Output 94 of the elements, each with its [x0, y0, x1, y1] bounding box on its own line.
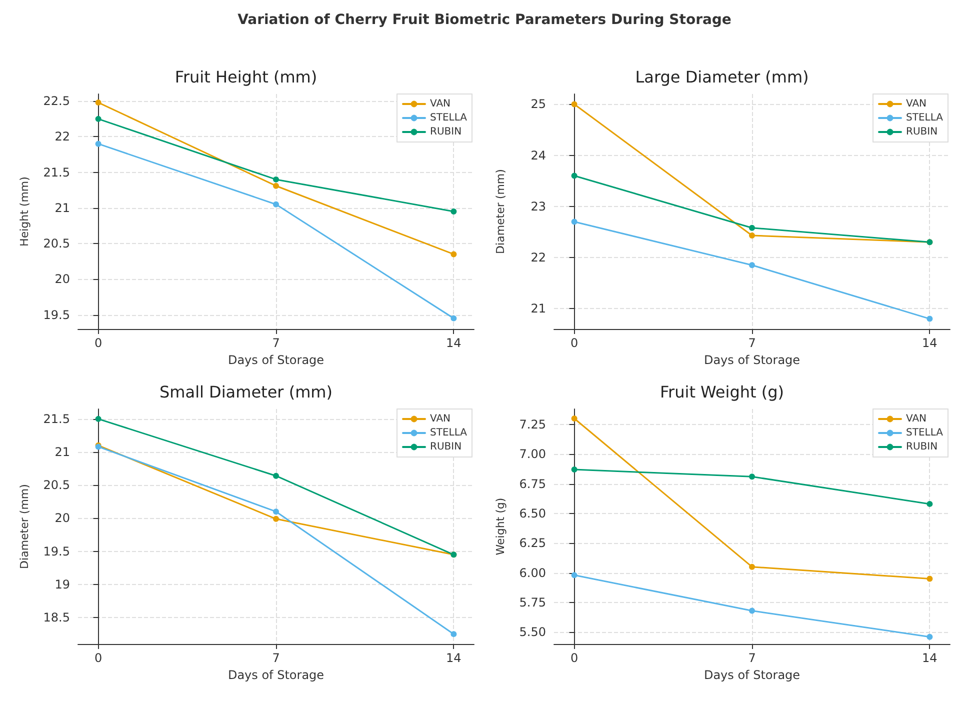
y-axis-title: Weight (g): [494, 498, 507, 556]
y-tick-label: 22.5: [43, 94, 70, 108]
y-tick-label: 19.5: [43, 308, 70, 322]
x-tick-label: 14: [446, 336, 462, 350]
x-tick-label: 7: [748, 336, 756, 350]
legend-label: STELLA: [906, 112, 944, 124]
point: [926, 576, 933, 582]
point: [95, 100, 102, 106]
point: [95, 140, 102, 147]
y-tick-label: 7.25: [519, 417, 546, 432]
x-tick-label: 7: [272, 651, 280, 665]
point: [273, 176, 279, 182]
point: [571, 172, 578, 179]
y-tick-label: 20: [54, 511, 70, 526]
point: [749, 224, 755, 231]
x-tick-label: 14: [922, 651, 938, 665]
legend-label: VAN: [430, 414, 451, 424]
point: [749, 262, 755, 268]
x-tick-label: 0: [570, 651, 578, 665]
point: [926, 316, 933, 322]
legend-label: VAN: [430, 98, 451, 110]
y-tick-label: 21.5: [43, 165, 70, 180]
text: Variation of Cherry Fruit Biometric Parameters During Storage: [236, 11, 732, 30]
y-tick-label: 23: [530, 199, 546, 214]
y-tick-label: 5.50: [519, 625, 546, 640]
point: [571, 101, 578, 108]
x-tick-label: 0: [570, 336, 578, 350]
point: [450, 315, 457, 322]
point: [749, 608, 755, 614]
y-tick-label: 5.75: [519, 595, 546, 610]
point: [749, 232, 755, 239]
legend-label: STELLA: [430, 428, 468, 438]
x-axis-title: Days of Storage: [228, 352, 324, 367]
point: [450, 631, 457, 638]
point: [273, 516, 279, 522]
point: [749, 564, 755, 570]
y-axis-title: Diameter (mm): [494, 169, 507, 254]
y-tick-label: 19: [54, 577, 70, 592]
legend-label: RUBIN: [430, 126, 462, 138]
point: [571, 572, 578, 578]
y-tick-label: 21: [54, 200, 70, 215]
y-tick-label: 7.00: [519, 447, 546, 462]
legend-label: RUBIN: [906, 442, 938, 452]
legend-label: RUBIN: [430, 442, 462, 452]
point: [926, 500, 933, 507]
y-tick-label: 20.5: [43, 236, 70, 251]
y-tick-label: 20: [54, 272, 70, 286]
x-tick-label: 0: [94, 336, 102, 350]
y-axis-title: Diameter (mm): [18, 484, 31, 569]
x-axis-title: Days of Storage: [704, 352, 800, 367]
point: [95, 116, 102, 122]
x-tick-label: 14: [446, 651, 462, 665]
x-tick-label: 0: [94, 651, 102, 665]
point: [273, 201, 279, 208]
legend-label: VAN: [906, 414, 927, 424]
y-tick-label: 25: [530, 97, 546, 112]
legend-label: STELLA: [430, 112, 468, 124]
x-tick-label: 14: [922, 336, 938, 350]
chart-title: Large Diameter (mm): [635, 68, 809, 86]
point: [95, 416, 102, 422]
x-tick-label: 7: [272, 336, 280, 350]
legend-label: STELLA: [906, 428, 944, 438]
y-tick-label: 21.5: [43, 412, 70, 426]
y-tick-label: 6.75: [519, 476, 546, 491]
chart-title: Fruit Weight (g): [660, 382, 784, 402]
point: [571, 415, 578, 422]
y-axis-title: Height (mm): [18, 176, 31, 246]
y-tick-label: 18.5: [43, 610, 70, 625]
y-tick-label: 6.00: [519, 566, 546, 580]
y-tick-label: 6.25: [519, 536, 546, 550]
y-tick-label: 20.5: [43, 478, 70, 492]
legend-label: VAN: [906, 98, 927, 110]
point: [273, 182, 279, 189]
y-tick-label: 22: [530, 250, 546, 264]
chart-title: Fruit Height (mm): [174, 68, 318, 86]
x-tick-label: 7: [748, 651, 756, 665]
y-tick-label: 22: [54, 130, 70, 144]
point: [571, 218, 578, 225]
x-axis-title: Days of Storage: [704, 668, 800, 682]
point: [571, 466, 578, 473]
chart-title: Small Diameter (mm): [160, 382, 332, 402]
y-tick-label: 21: [530, 302, 546, 316]
y-tick-label: 24: [530, 148, 546, 162]
legend-label: RUBIN: [906, 126, 938, 138]
point: [450, 251, 457, 258]
y-tick-label: 6.50: [519, 506, 546, 520]
point: [273, 472, 279, 479]
point: [273, 508, 279, 515]
y-tick-label: 19.5: [43, 544, 70, 558]
point: [926, 634, 933, 640]
x-axis-title: Days of Storage: [228, 668, 324, 682]
point: [749, 474, 755, 480]
y-tick-label: 21: [54, 445, 70, 460]
point: [450, 208, 457, 214]
